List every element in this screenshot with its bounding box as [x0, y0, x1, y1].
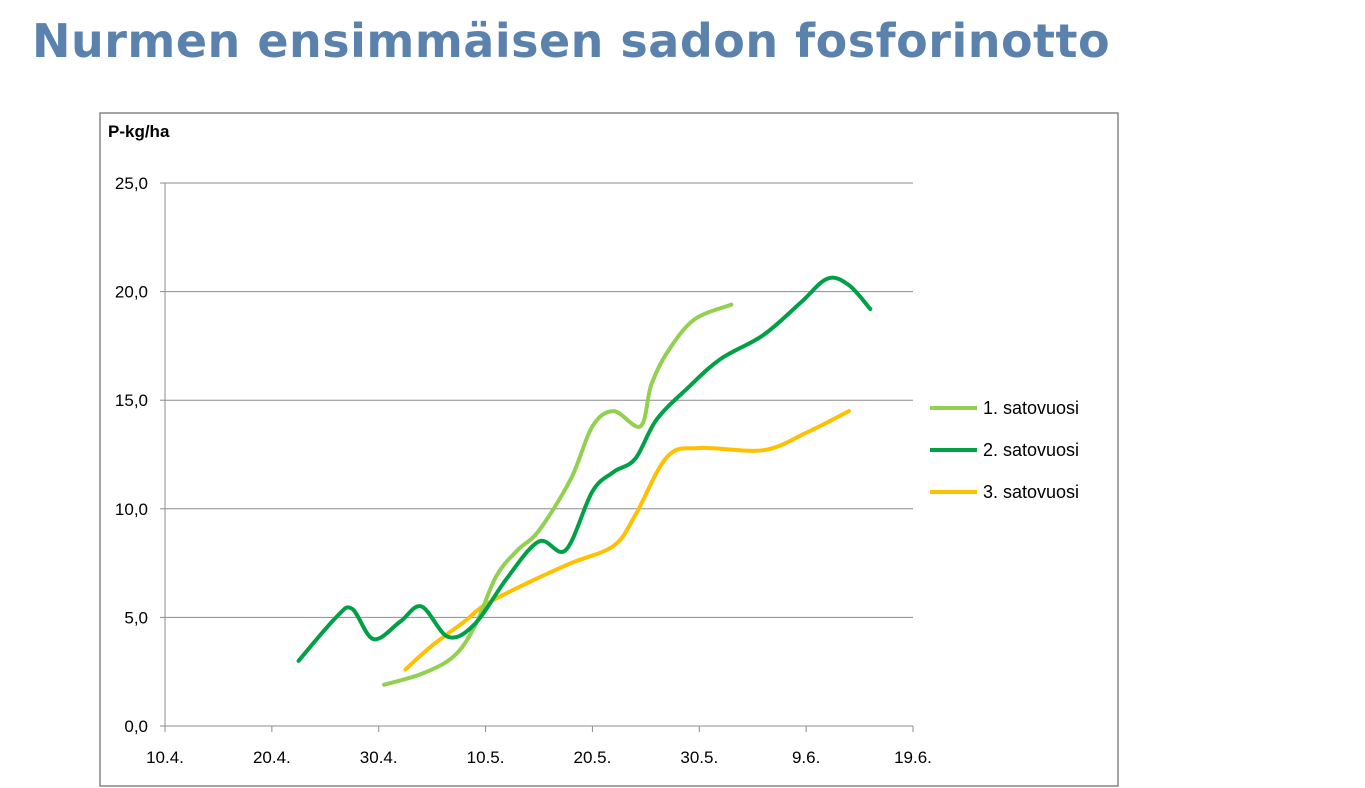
- y-tick-label: 0,0: [124, 717, 148, 736]
- x-tick-label: 10.4.: [146, 748, 184, 767]
- page-title: Nurmen ensimmäisen sadon fosforinotto: [32, 14, 1111, 68]
- y-tick-label: 10,0: [115, 500, 148, 519]
- y-tick-label: 15,0: [115, 391, 148, 410]
- series-lines: [296, 275, 873, 687]
- x-tick-label: 10.5.: [467, 748, 505, 767]
- legend-label: 3. satovuosi: [983, 482, 1079, 502]
- x-tick-label: 19.6.: [894, 748, 932, 767]
- series-line-3: [403, 409, 851, 672]
- x-tick-label: 9.6.: [792, 748, 820, 767]
- x-tick-label: 20.5.: [574, 748, 612, 767]
- legend-label: 1. satovuosi: [983, 398, 1079, 418]
- gridlines: [165, 182, 913, 727]
- legend: 1. satovuosi 2. satovuosi 3. satovuosi: [930, 398, 1079, 502]
- x-tick-label: 30.4.: [360, 748, 398, 767]
- legend-label: 2. satovuosi: [983, 440, 1079, 460]
- x-tick-label: 30.5.: [680, 748, 718, 767]
- series-line-2: [296, 275, 873, 663]
- y-tick-label: 5,0: [124, 608, 148, 627]
- x-tick-label: 20.4.: [253, 748, 291, 767]
- series-line-1: [382, 302, 734, 687]
- y-tick-label: 25,0: [115, 174, 148, 193]
- axes: 0,0 5,0 10,0 15,0 20,0 25,0 10.4. 20.4. 30.4. 10.…: [115, 174, 932, 767]
- y-tick-label: 20,0: [115, 283, 148, 302]
- y-axis-unit-label: P-kg/ha: [108, 122, 170, 141]
